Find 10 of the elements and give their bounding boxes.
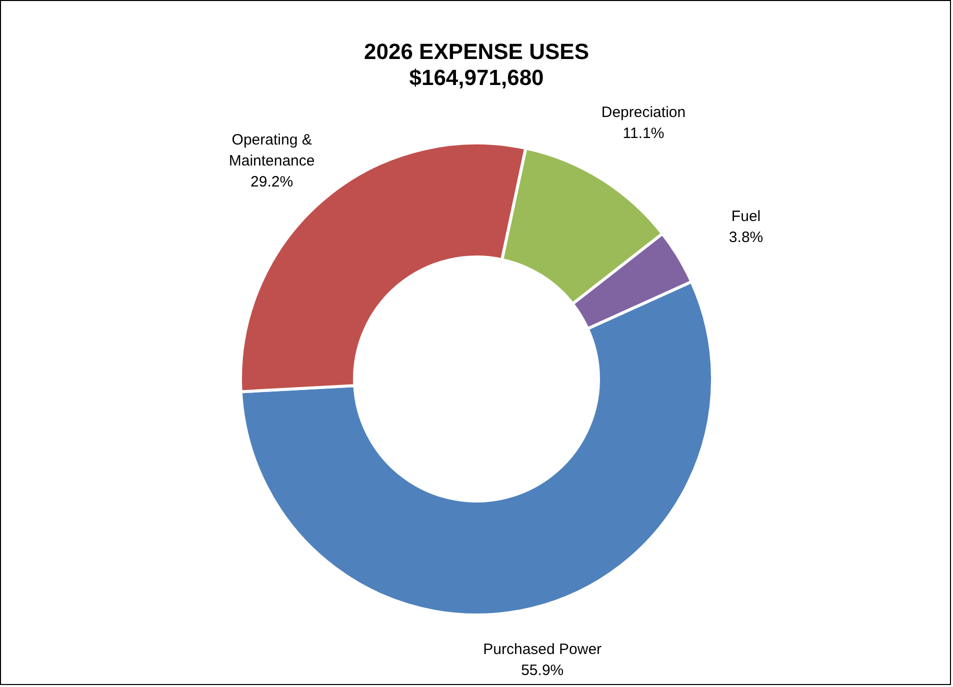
data-label: 3.8% <box>728 228 764 246</box>
chart-subtitle: $164,971,680 <box>409 65 544 90</box>
chart-title: 2026 EXPENSE USES <box>364 39 590 64</box>
slice-label: Fuel <box>731 208 761 225</box>
data-label: 11.1% <box>622 124 664 142</box>
slice-label: Purchased Power <box>483 641 602 658</box>
data-label: 29.2% <box>250 174 294 191</box>
data-label: 55.9% <box>521 662 564 679</box>
slice-label: Operating & Maintenance <box>228 132 315 170</box>
slice-label: Depreciation <box>601 104 686 121</box>
